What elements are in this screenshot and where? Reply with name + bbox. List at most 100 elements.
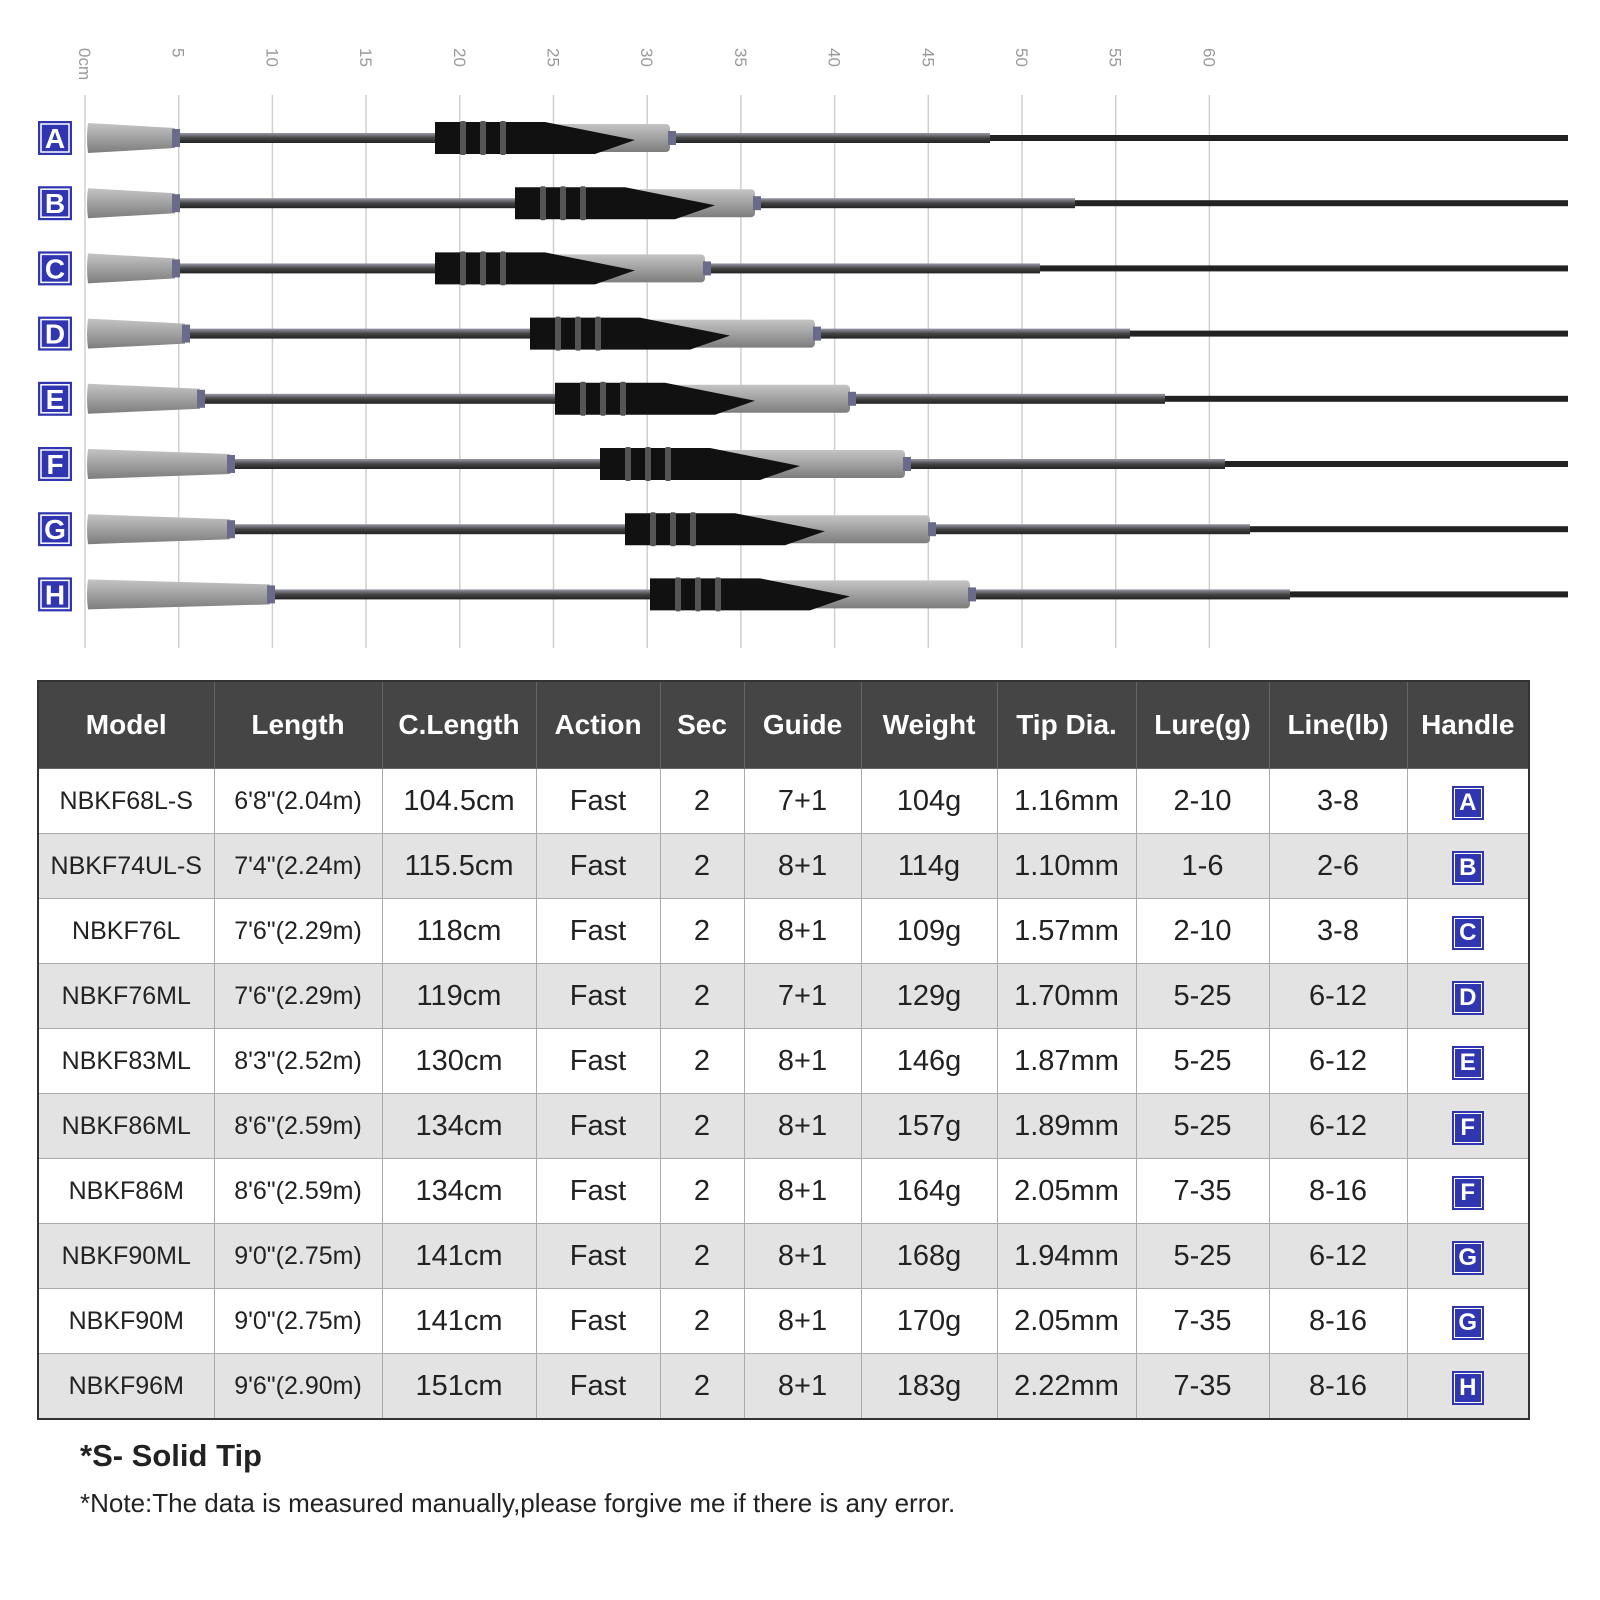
table-cell: 7-35 — [1135, 1353, 1270, 1420]
table-cell: 9'6"(2.90m) — [213, 1353, 383, 1420]
table-cell: 118cm — [381, 898, 537, 964]
seat-ring — [625, 447, 631, 481]
ruler-label: 55 — [1106, 48, 1125, 67]
seat-ring — [500, 121, 506, 155]
table-cell: 2 — [659, 768, 745, 834]
table-cell: 109g — [860, 898, 998, 964]
handle-badge: A — [1451, 785, 1484, 820]
rod-butt-ring — [172, 194, 180, 213]
table-cell: 7'4"(2.24m) — [213, 833, 383, 899]
rod-butt-ring — [227, 455, 235, 473]
table-cell: 2 — [659, 833, 745, 899]
rod-label-box — [38, 512, 72, 547]
table-cell: 8+1 — [743, 1028, 862, 1094]
rod-butt-ring — [267, 585, 275, 604]
seat-ring — [620, 381, 626, 416]
table-cell: 8-16 — [1268, 1158, 1408, 1224]
rod: A — [38, 121, 1568, 155]
table-cell: 5-25 — [1135, 1093, 1270, 1159]
rod-butt-grip — [87, 383, 200, 414]
table-cell: 1.87mm — [996, 1028, 1137, 1094]
seat-ring — [460, 121, 466, 155]
seat-ring — [600, 381, 606, 416]
header-cell: Action — [535, 680, 661, 769]
rod-fore-ring — [668, 131, 676, 145]
rod-label-inner — [40, 514, 70, 544]
table-cell: 7'6"(2.29m) — [213, 963, 383, 1029]
rod-butt-ring — [172, 259, 180, 278]
table-cell: NBKF76L — [37, 898, 215, 964]
rod-tip-section — [1040, 265, 1568, 272]
table-row: NBKF90M 9'0"(2.75m) 141cm Fast 2 8+1 170g 2.05m… — [37, 1288, 1530, 1354]
table-cell: 151cm — [381, 1353, 537, 1420]
table-cell: 2 — [659, 1353, 745, 1420]
handle-cell: G — [1406, 1223, 1530, 1289]
rod-label-box — [38, 577, 72, 612]
handle-cell: A — [1406, 768, 1530, 834]
rod-label-inner — [40, 253, 70, 284]
table-row: NBKF90ML 9'0"(2.75m) 141cm Fast 2 8+1 168g 1.94… — [37, 1223, 1530, 1289]
rod-label-box — [38, 447, 72, 481]
ruler-label: 25 — [544, 48, 563, 67]
table-cell: 5-25 — [1135, 963, 1270, 1029]
seat-ring — [540, 186, 546, 221]
seat-ring — [500, 251, 506, 286]
rod-butt-grip — [87, 449, 230, 479]
rod-tip-section — [1165, 395, 1568, 402]
rod-fore-ring — [903, 457, 911, 471]
table-cell: Fast — [535, 1223, 661, 1289]
table-row: NBKF76L 7'6"(2.29m) 118cm Fast 2 8+1 109g 1.57m… — [37, 898, 1530, 964]
header-cell: Guide — [743, 680, 862, 769]
handle-cell: D — [1406, 963, 1530, 1029]
table-cell: 7+1 — [743, 768, 862, 834]
table-cell: NBKF90ML — [37, 1223, 215, 1289]
table-cell: 7-35 — [1135, 1158, 1270, 1224]
table-cell: 2 — [659, 963, 745, 1029]
table-cell: Fast — [535, 1028, 661, 1094]
rod-fore-ring — [813, 326, 821, 341]
handle-badge: E — [1451, 1045, 1484, 1080]
rod-fore-ring — [753, 196, 761, 211]
table-cell: 2-10 — [1135, 768, 1270, 834]
table-cell: 104.5cm — [381, 768, 537, 834]
rod-tip-section — [1075, 200, 1568, 207]
table-cell: 7'6"(2.29m) — [213, 898, 383, 964]
table-row: NBKF76ML 7'6"(2.29m) 119cm Fast 2 7+1 129g 1.70… — [37, 963, 1530, 1029]
table-cell: 1.94mm — [996, 1223, 1137, 1289]
table-cell: 2 — [659, 1158, 745, 1224]
handle-badge: B — [1451, 850, 1484, 885]
rod-label: A — [45, 123, 65, 154]
table-cell: Fast — [535, 1158, 661, 1224]
table-cell: 2 — [659, 898, 745, 964]
rod-label: D — [45, 319, 65, 350]
rod-tip-section — [1130, 330, 1568, 337]
seat-ring — [675, 577, 681, 612]
rod-label: B — [45, 188, 65, 219]
table-cell: 141cm — [381, 1223, 537, 1289]
rod-tip-section — [1225, 461, 1568, 467]
table-cell: Fast — [535, 1288, 661, 1354]
rod-fore-ring — [928, 522, 936, 537]
table-cell: 1.89mm — [996, 1093, 1137, 1159]
header-cell: Lure(g) — [1135, 680, 1270, 769]
seat-ring — [650, 512, 656, 547]
table-cell: 1.10mm — [996, 833, 1137, 899]
table-cell: 168g — [860, 1223, 998, 1289]
ruler-label: 40 — [825, 48, 844, 67]
table-cell: NBKF74UL-S — [37, 833, 215, 899]
table-cell: NBKF86ML — [37, 1093, 215, 1159]
header-cell: Line(lb) — [1268, 680, 1408, 769]
handle-cell: E — [1406, 1028, 1530, 1094]
rod-label-inner — [40, 384, 70, 414]
handle-cell: B — [1406, 833, 1530, 899]
seat-ring — [670, 512, 676, 547]
table-cell: 7-35 — [1135, 1288, 1270, 1354]
table-cell: Fast — [535, 1093, 661, 1159]
table-cell: 5-25 — [1135, 1028, 1270, 1094]
table-cell: 2 — [659, 1223, 745, 1289]
rod-ruler: 0cm 5 10 15 20 25 30 35 40 45 50 55 60 A B C D E F G H — [38, 48, 1568, 648]
rod-label-box — [38, 251, 72, 286]
table-cell: 2.05mm — [996, 1288, 1137, 1354]
rod-butt-grip — [87, 253, 175, 284]
rod-label-inner — [40, 318, 70, 349]
